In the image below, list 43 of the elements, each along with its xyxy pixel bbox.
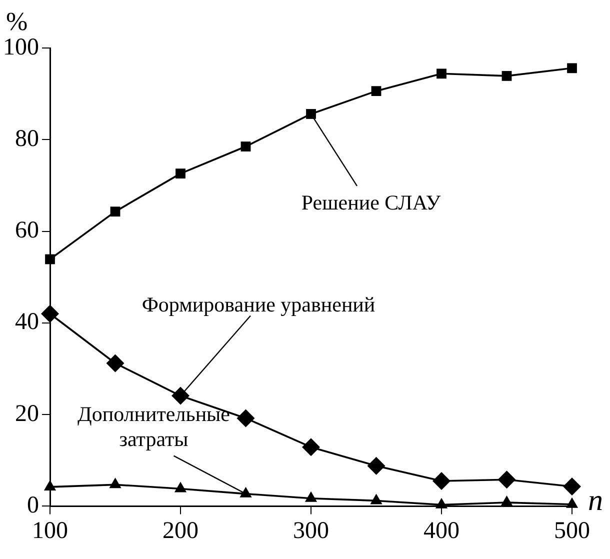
point: [44, 480, 56, 490]
y-axis-title: %: [6, 6, 28, 36]
point: [436, 68, 446, 79]
point: [176, 168, 186, 178]
point: [500, 496, 513, 506]
x-tick-label: 400: [424, 518, 460, 544]
y-tick-label: 20: [15, 400, 39, 427]
x-axis-title: n: [588, 484, 603, 518]
point: [435, 498, 448, 508]
point: [240, 486, 252, 498]
point: [174, 482, 187, 492]
y-tick-label: 60: [15, 218, 39, 244]
point: [566, 497, 578, 508]
point: [106, 354, 124, 372]
x-tick-label: 500: [554, 518, 590, 544]
y-tick-label: 40: [15, 309, 39, 336]
y-tick-label: 80: [15, 126, 39, 152]
point: [371, 86, 382, 96]
point: [41, 304, 59, 323]
point: [45, 254, 55, 264]
point: [502, 71, 512, 81]
point: [306, 109, 316, 119]
point: [304, 491, 318, 502]
point: [432, 472, 450, 490]
point: [567, 63, 577, 74]
text: Решение СЛАУ: [301, 190, 441, 214]
point: [302, 438, 320, 456]
point: [367, 456, 386, 475]
x-tick-label: 200: [162, 518, 198, 544]
text: Формирование уравнений: [142, 292, 376, 316]
series-label: Дополнительные затраты: [78, 402, 230, 451]
y-tick-label: 100: [3, 34, 39, 60]
x-tick-label: 100: [32, 518, 68, 544]
point: [240, 142, 251, 152]
point: [110, 206, 120, 217]
x-tick-label: 300: [293, 518, 329, 544]
point: [109, 478, 122, 488]
point: [236, 409, 255, 428]
y-tick-label: 0: [27, 492, 39, 518]
point: [563, 478, 581, 496]
point: [498, 470, 516, 489]
point: [370, 494, 382, 504]
point: [172, 386, 190, 405]
